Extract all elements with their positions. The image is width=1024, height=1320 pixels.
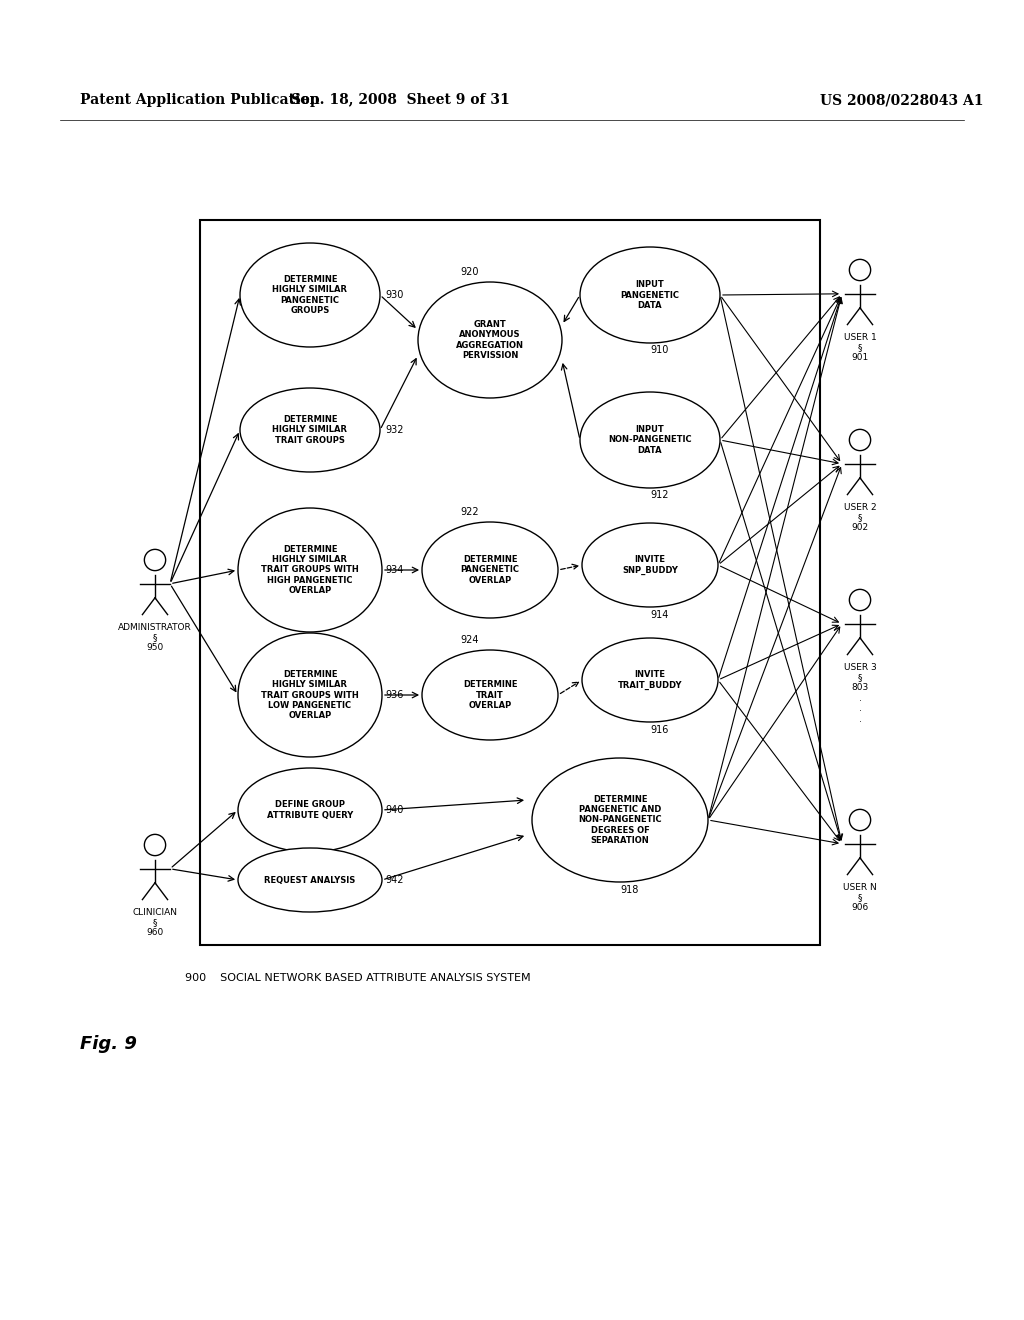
Ellipse shape: [580, 392, 720, 488]
Circle shape: [849, 429, 870, 450]
Text: DETERMINE
PANGENETIC AND
NON-PANGENETIC
DEGREES OF
SEPARATION: DETERMINE PANGENETIC AND NON-PANGENETIC …: [579, 795, 662, 845]
Text: DETERMINE
HIGHLY SIMILAR
TRAIT GROUPS WITH
HIGH PANGENETIC
OVERLAP: DETERMINE HIGHLY SIMILAR TRAIT GROUPS WI…: [261, 545, 358, 595]
Ellipse shape: [238, 634, 382, 756]
Text: 920: 920: [460, 267, 478, 277]
Ellipse shape: [582, 638, 718, 722]
Text: 912: 912: [650, 490, 669, 500]
Ellipse shape: [422, 521, 558, 618]
Text: 930: 930: [385, 290, 403, 300]
Text: DETERMINE
HIGHLY SIMILAR
PANGENETIC
GROUPS: DETERMINE HIGHLY SIMILAR PANGENETIC GROU…: [272, 275, 347, 315]
Bar: [200, 220, 820, 945]
Ellipse shape: [582, 523, 718, 607]
Text: Patent Application Publication: Patent Application Publication: [80, 92, 319, 107]
Ellipse shape: [580, 247, 720, 343]
Text: DETERMINE
PANGENETIC
OVERLAP: DETERMINE PANGENETIC OVERLAP: [461, 556, 519, 585]
Text: USER N
§
906: USER N § 906: [843, 883, 877, 912]
Text: GRANT
ANONYMOUS
AGGREGATION
PERVISSION: GRANT ANONYMOUS AGGREGATION PERVISSION: [456, 319, 524, 360]
Text: CLINICIAN
§
960: CLINICIAN § 960: [132, 908, 177, 937]
Circle shape: [849, 259, 870, 281]
Ellipse shape: [240, 388, 380, 473]
Ellipse shape: [238, 847, 382, 912]
Ellipse shape: [238, 508, 382, 632]
Text: INPUT
NON-PANGENETIC
DATA: INPUT NON-PANGENETIC DATA: [608, 425, 692, 455]
Text: 924: 924: [460, 635, 478, 645]
Text: US 2008/0228043 A1: US 2008/0228043 A1: [820, 92, 983, 107]
Text: ADMINISTRATOR
§
950: ADMINISTRATOR § 950: [118, 623, 191, 652]
Text: 940: 940: [385, 805, 403, 814]
Text: 918: 918: [620, 884, 638, 895]
Text: 922: 922: [460, 507, 478, 517]
Text: USER 2
§
902: USER 2 § 902: [844, 503, 877, 532]
Text: DETERMINE
TRAIT
OVERLAP: DETERMINE TRAIT OVERLAP: [463, 680, 517, 710]
Text: 900    SOCIAL NETWORK BASED ATTRIBUTE ANALYSIS SYSTEM: 900 SOCIAL NETWORK BASED ATTRIBUTE ANALY…: [185, 973, 530, 983]
Text: 932: 932: [385, 425, 403, 436]
Text: DETERMINE
HIGHLY SIMILAR
TRAIT GROUPS WITH
LOW PANGENETIC
OVERLAP: DETERMINE HIGHLY SIMILAR TRAIT GROUPS WI…: [261, 669, 358, 721]
Circle shape: [849, 809, 870, 830]
Text: USER 1
§
901: USER 1 § 901: [844, 333, 877, 363]
Text: INVITE
TRAIT_BUDDY: INVITE TRAIT_BUDDY: [617, 671, 682, 690]
Circle shape: [144, 549, 166, 570]
Text: REQUEST ANALYSIS: REQUEST ANALYSIS: [264, 875, 355, 884]
Text: Sep. 18, 2008  Sheet 9 of 31: Sep. 18, 2008 Sheet 9 of 31: [291, 92, 509, 107]
Ellipse shape: [238, 768, 382, 851]
Text: 916: 916: [650, 725, 669, 735]
Text: INPUT
PANGENETIC
DATA: INPUT PANGENETIC DATA: [621, 280, 680, 310]
Circle shape: [144, 834, 166, 855]
Text: Fig. 9: Fig. 9: [80, 1035, 137, 1053]
Ellipse shape: [422, 649, 558, 741]
Text: DETERMINE
HIGHLY SIMILAR
TRAIT GROUPS: DETERMINE HIGHLY SIMILAR TRAIT GROUPS: [272, 414, 347, 445]
Ellipse shape: [532, 758, 708, 882]
Circle shape: [849, 589, 870, 611]
Text: 942: 942: [385, 875, 403, 884]
Text: 936: 936: [385, 690, 403, 700]
Text: INVITE
SNP_BUDDY: INVITE SNP_BUDDY: [622, 556, 678, 574]
Text: 914: 914: [650, 610, 669, 620]
Text: DEFINE GROUP
ATTRIBUTE QUERY: DEFINE GROUP ATTRIBUTE QUERY: [267, 800, 353, 820]
Ellipse shape: [240, 243, 380, 347]
Text: USER 3
§
803
.
.
.: USER 3 § 803 . . .: [844, 663, 877, 723]
Ellipse shape: [418, 282, 562, 399]
Text: 934: 934: [385, 565, 403, 576]
Text: 910: 910: [650, 345, 669, 355]
